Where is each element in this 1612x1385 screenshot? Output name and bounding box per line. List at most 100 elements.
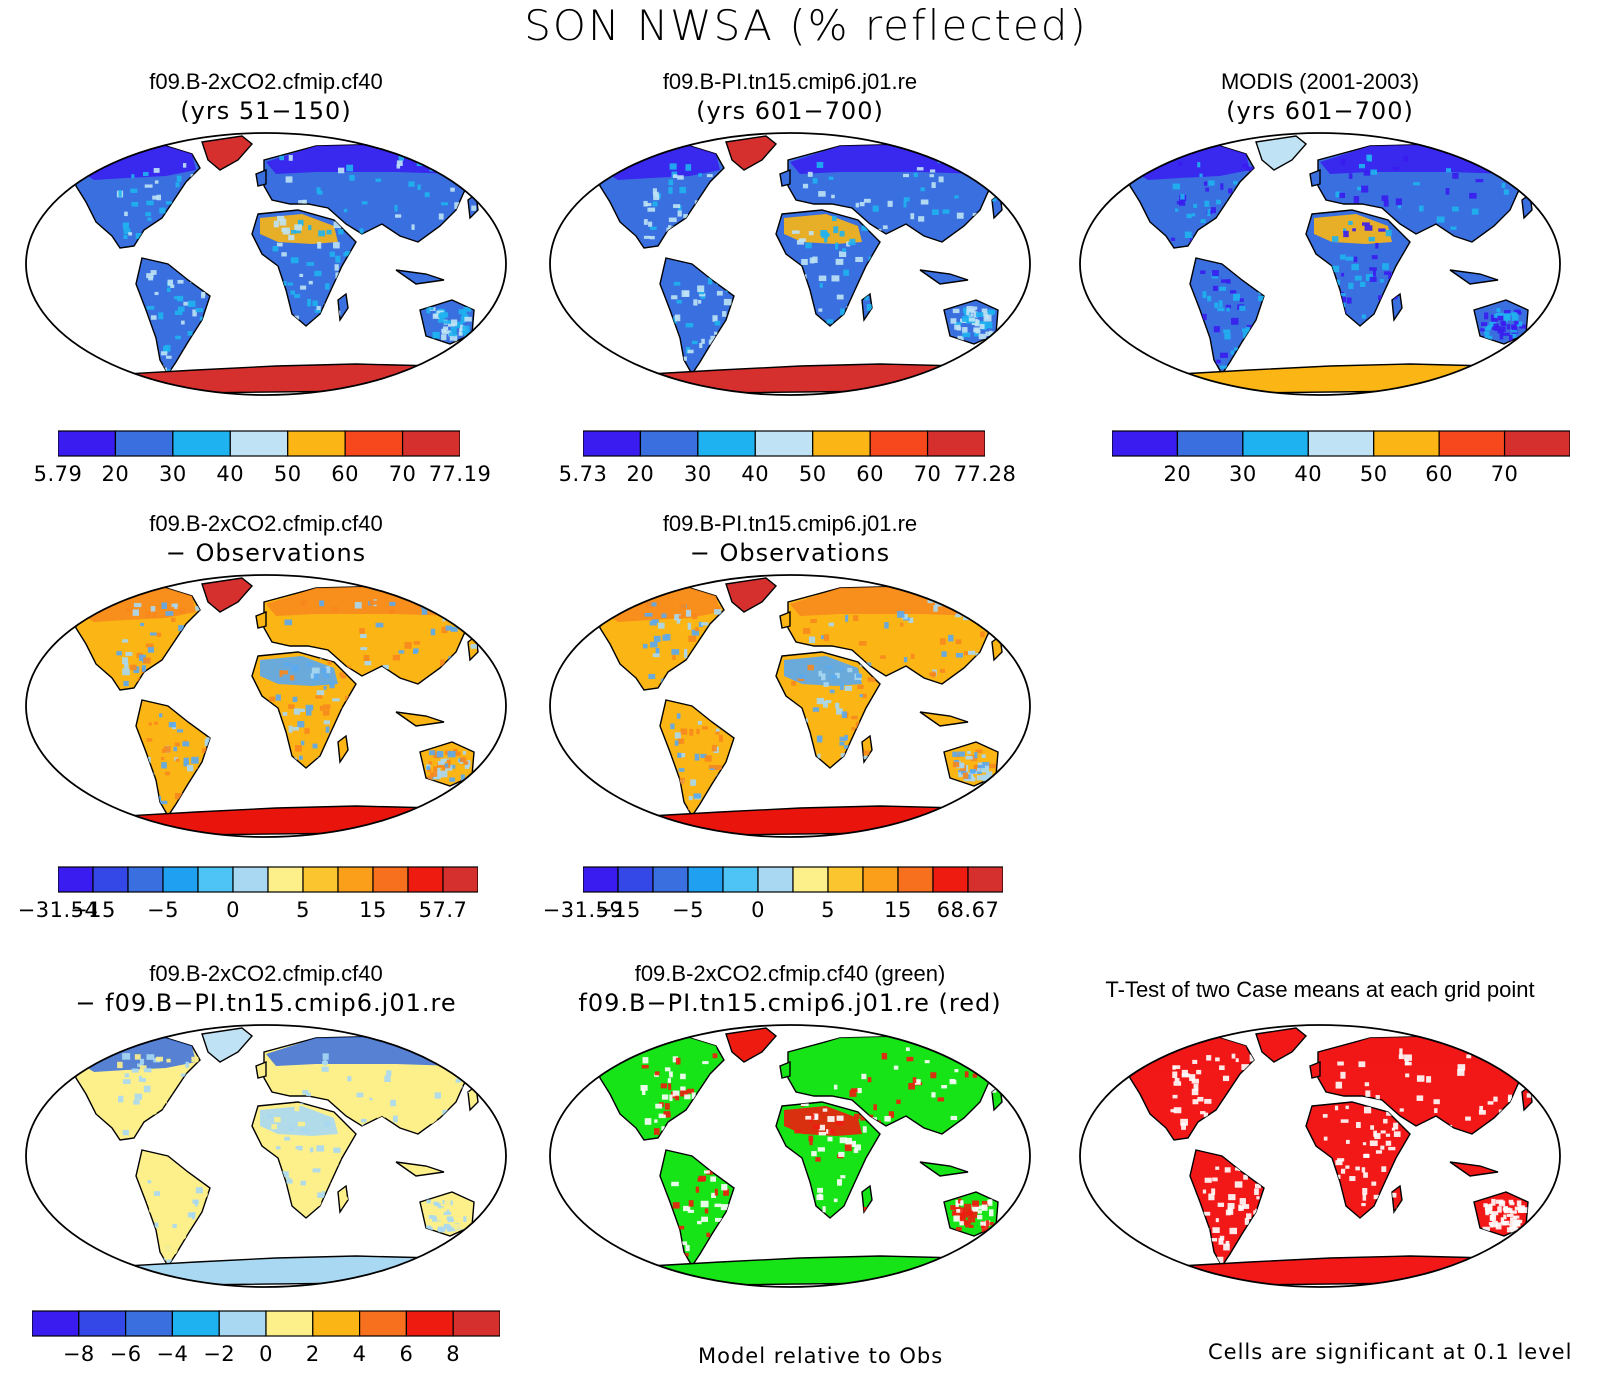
colorbar-tick-label: −2 [203, 1342, 236, 1366]
continent-indonesia [1449, 1161, 1499, 1177]
map-border [1079, 1024, 1561, 1288]
panel-model-relative-to-obs: f09.B-2xCO2.cfmip.cf40 (green) f09.B−PI.… [540, 960, 1040, 1290]
colorbar-tick-label: 50 [798, 462, 827, 486]
colorbar-labels: 20 30 40 50 60 70 [1112, 462, 1570, 488]
colorbar-swatch [114, 430, 174, 457]
colorbar-tick-label: 70 [388, 462, 417, 486]
colorbar-swatch [1438, 430, 1506, 457]
colorbar-tick-label: 30 [683, 462, 712, 486]
panel-subtitle: f09.B−PI.tn15.cmip6.j01.re (red) [578, 989, 1002, 1017]
footnote-model-relative: Model relative to Obs [698, 1344, 944, 1368]
colorbar-swatch [1112, 430, 1179, 457]
colorbar-tick-label: 15 [359, 898, 387, 922]
colorbar-tick-label: 20 [101, 462, 130, 486]
colorbar-swatch [302, 866, 339, 893]
map-border [549, 132, 1031, 396]
map-border [25, 132, 507, 396]
colorbar-swatch [58, 430, 117, 457]
colorbar-tick-label: 77.28 [953, 462, 1017, 486]
colorbar-swatch [897, 866, 934, 893]
colorbar-swatches [32, 1310, 500, 1337]
colorbar-swatches [58, 866, 478, 893]
panel-subtitle: − Observations [165, 539, 367, 567]
colorbar-swatch [754, 430, 814, 457]
colorbar-tick-label: −31.54 [17, 898, 99, 922]
colorbar-tick-label: 8 [446, 1342, 461, 1366]
greenland [1255, 135, 1308, 171]
world-map [549, 574, 1031, 838]
colorbar-tick-label: −5 [147, 898, 179, 922]
continent-madagascar [1391, 1184, 1403, 1215]
map-layer [26, 133, 506, 395]
colorbar-tick-label: 15 [884, 898, 912, 922]
colorbar-swatch [218, 1310, 267, 1337]
map-layer [550, 575, 1030, 837]
high-latitude-band [602, 586, 1010, 622]
continent-madagascar [861, 1184, 873, 1215]
high-latitude-band [1132, 144, 1540, 180]
colorbar-tick-label: 50 [273, 462, 302, 486]
colorbar-swatch [639, 430, 699, 457]
colorbar-labels: −31.54 −15 −5 0 5 15 57.7 [18, 898, 478, 924]
colorbar-swatches [583, 430, 985, 457]
colorbar-tick-label: −4 [156, 1342, 189, 1366]
colorbar-tick-label: 50 [1359, 462, 1388, 486]
world-map [25, 132, 507, 396]
greenland [1255, 1027, 1308, 1063]
panel-subtitle: (yrs 601−700) [1226, 97, 1414, 125]
panel-title: f09.B-2xCO2.cfmip.cf40 [149, 961, 383, 986]
high-latitude-band [602, 144, 1010, 180]
map-border [1079, 132, 1561, 396]
colorbar-swatch [287, 430, 346, 457]
colorbar-swatch [617, 866, 654, 893]
continent-indonesia [1449, 269, 1499, 285]
colorbar-swatch [1503, 430, 1570, 457]
field-texture [1170, 154, 1533, 374]
colorbar-tick-label: 60 [331, 462, 360, 486]
colorbar-swatch [757, 866, 794, 893]
colorbar-tick-label: 6 [399, 1342, 414, 1366]
colorbar-swatch [232, 866, 269, 893]
colorbar-swatch [265, 1310, 314, 1337]
panel-subtitle: − f09.B−PI.tn15.cmip6.j01.re [75, 989, 457, 1017]
colorbar-swatch [1373, 430, 1440, 457]
continent-uk [1309, 1060, 1321, 1079]
map-layer [1080, 133, 1560, 395]
continent-uk [255, 1060, 267, 1079]
panel-title: f09.B-2xCO2.cfmip.cf40 (green) [634, 961, 946, 986]
continent-indonesia [395, 1161, 445, 1177]
colorbar-swatch [926, 430, 985, 457]
colorbar-tick-label: −15 [70, 898, 116, 922]
map-layer [550, 1025, 1030, 1287]
continent-madagascar [337, 734, 349, 765]
panel-case1: f09.B-2xCO2.cfmip.cf40 (yrs 51−150) [16, 68, 516, 398]
continent-uk [779, 1060, 791, 1079]
continent-indonesia [919, 1161, 969, 1177]
world-map [549, 1024, 1031, 1288]
continent-indonesia [919, 711, 969, 727]
high-latitude-band [78, 1036, 486, 1072]
colorbar-swatch [197, 866, 234, 893]
colorbar-tick-label: 0 [259, 1342, 273, 1366]
colorbar: 5.73 20 30 40 50 60 70 77.28 [559, 430, 1016, 490]
desert-region [784, 214, 862, 244]
colorbar-labels: 5.73 20 30 40 50 60 70 77.28 [559, 462, 1016, 488]
continent-madagascar [861, 734, 873, 765]
colorbar-tick-label: 30 [158, 462, 187, 486]
colorbar-swatch [697, 430, 756, 457]
colorbar: −8 −6 −4 −2 0 2 4 6 8 [32, 1310, 500, 1370]
colorbar-tick-label: −31.59 [542, 898, 624, 922]
colorbar-swatch [652, 866, 689, 893]
panel-title: f09.B-PI.tn15.cmip6.j01.re [662, 511, 918, 536]
world-map [25, 574, 507, 838]
colorbar-swatch [967, 866, 1003, 893]
colorbar-swatch [1242, 430, 1309, 457]
continent-newZealand [1009, 780, 1020, 799]
colorbar-swatch [171, 1310, 220, 1337]
continent-newZealand [485, 338, 496, 357]
colorbar-swatch [405, 1310, 454, 1337]
colorbar-tick-label: 20 [1163, 462, 1192, 486]
colorbar-swatch [359, 1310, 408, 1337]
colorbar-swatch [229, 430, 289, 457]
colorbar-swatch [812, 430, 871, 457]
